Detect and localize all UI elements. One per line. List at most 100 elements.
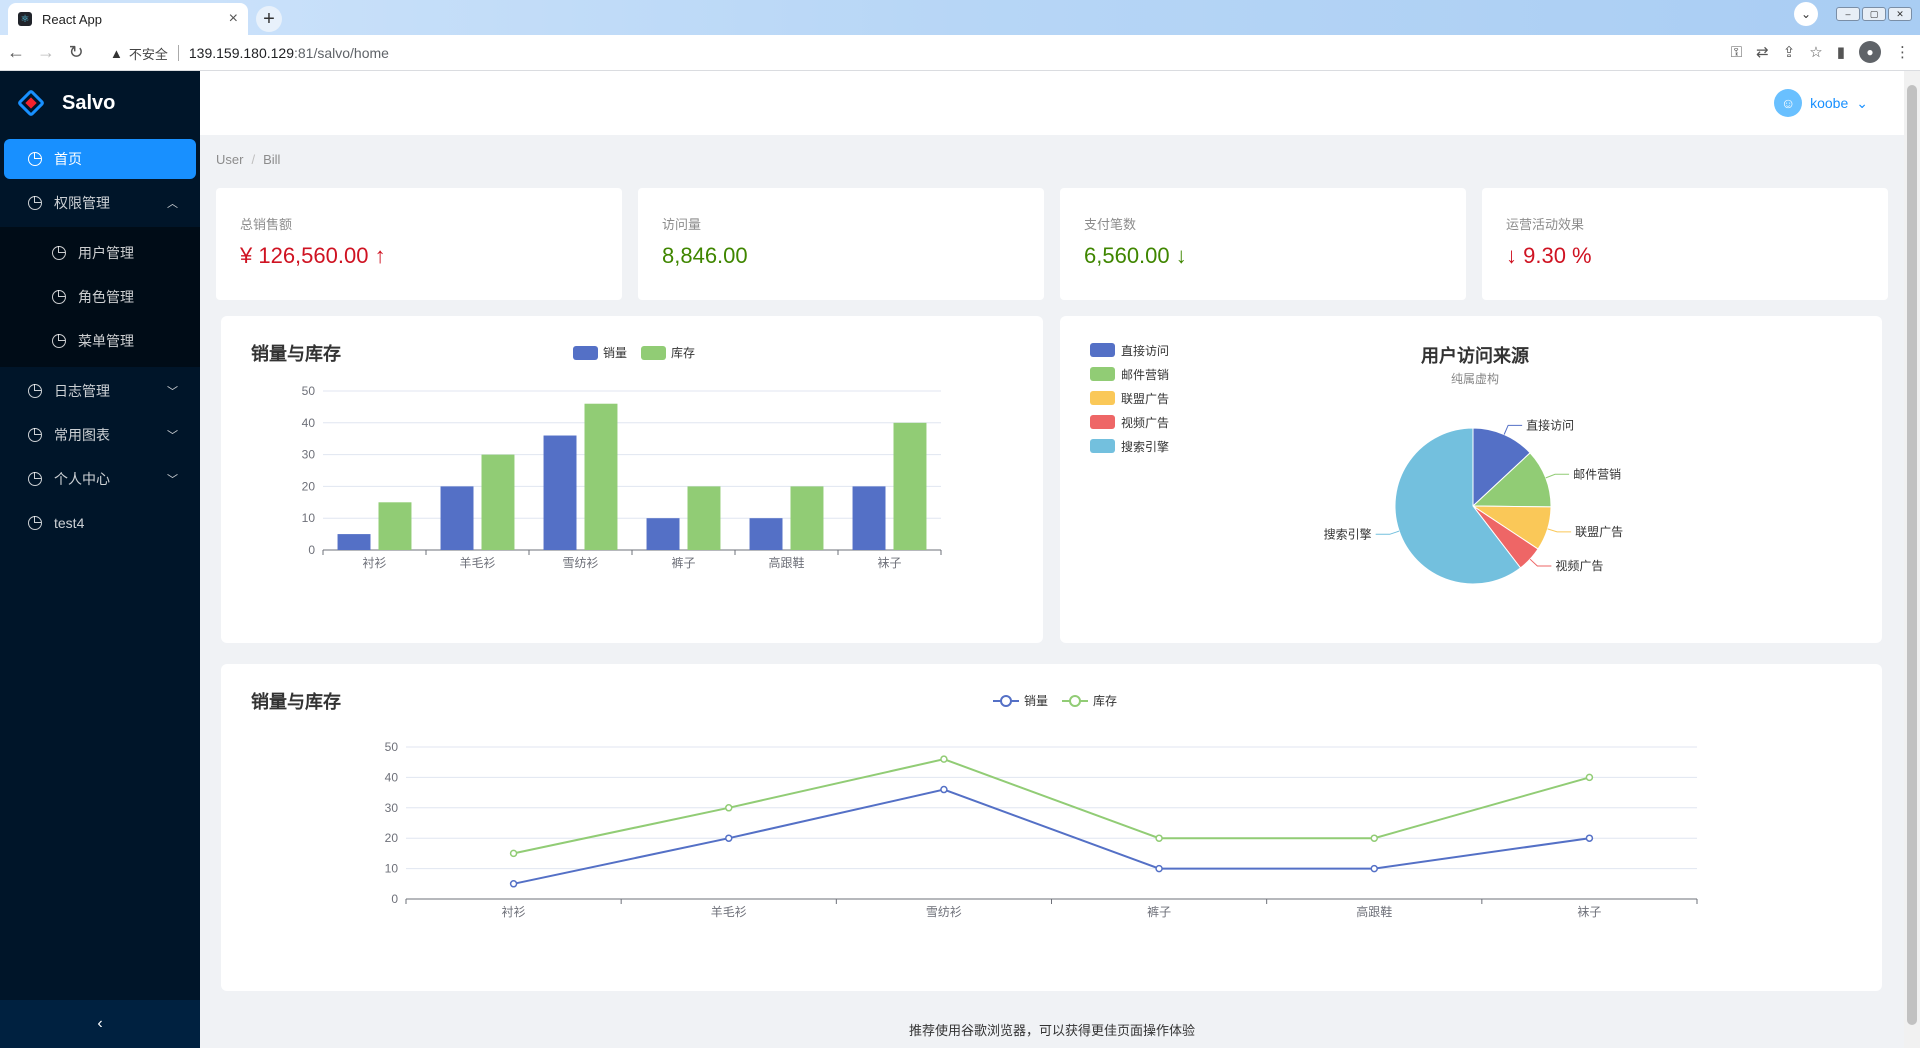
bar — [481, 454, 515, 550]
bar — [378, 502, 412, 550]
minimize-button[interactable]: – — [1836, 7, 1860, 21]
data-point — [1155, 834, 1163, 842]
url-text[interactable]: 139.159.180.129:81/salvo/home — [189, 45, 389, 61]
data-point — [725, 804, 733, 812]
legend-item-stock[interactable]: 库存 — [641, 344, 695, 361]
y-tick-label: 30 — [302, 448, 316, 462]
slice-label: 联盟广告 — [1575, 525, 1623, 539]
tab-search-icon[interactable]: ⌄ — [1794, 2, 1818, 26]
data-point — [725, 834, 733, 842]
sidebar-item-label: 角色管理 — [78, 289, 134, 305]
reload-icon[interactable]: ↻ — [68, 42, 84, 62]
sidebar-item-personal[interactable]: 个人中心 ﹀ — [0, 459, 200, 499]
sidebar-item-menus[interactable]: 菜单管理 — [0, 321, 200, 361]
x-tick-label: 羊毛衫 — [459, 555, 495, 570]
sidebar-item-roles[interactable]: 角色管理 — [0, 277, 200, 317]
pie-chart-icon — [52, 334, 66, 348]
user-menu[interactable]: ☺ koobe ⌄ — [1774, 89, 1868, 117]
data-point — [940, 755, 948, 763]
legend-item-sales[interactable]: 销量 — [993, 692, 1048, 709]
slice-label: 视频广告 — [1555, 558, 1603, 573]
chart-subtitle: 纯属虚构 — [1450, 372, 1499, 386]
bar-chart: 0 10 20 30 40 50 衬衫 羊毛衫 雪纺衫 裤子 高跟鞋 袜子 — [302, 384, 942, 570]
slice-label: 直接访问 — [1526, 417, 1574, 432]
x-tick-label: 袜子 — [1577, 905, 1601, 919]
close-tab-icon[interactable]: × — [228, 10, 238, 27]
more-menu-icon[interactable]: ⋮ — [1895, 44, 1910, 61]
browser-toolbar: ⚿ ⇄ ⇪ ☆ ▮ ● ⋮ — [1731, 41, 1910, 63]
bar — [584, 403, 618, 550]
legend-item-union[interactable]: 联盟广告 — [1090, 386, 1169, 410]
data-point — [1585, 773, 1594, 782]
legend-item-video[interactable]: 视频广告 — [1090, 410, 1169, 434]
legend-item-email[interactable]: 邮件营销 — [1090, 362, 1169, 386]
sidebar-item-charts[interactable]: 常用图表 ﹀ — [0, 415, 200, 455]
breadcrumb-item[interactable]: User — [216, 152, 244, 167]
sidebar-item-test4[interactable]: test4 — [0, 503, 200, 543]
y-tick-label: 0 — [308, 543, 315, 557]
back-icon[interactable]: ← — [7, 42, 25, 62]
sidebar-item-label: 首页 — [54, 151, 82, 167]
scrollbar-thumb[interactable] — [1907, 85, 1917, 1025]
y-tick-label: 20 — [302, 479, 316, 493]
sidebar-item-logs[interactable]: 日志管理 ﹀ — [0, 371, 200, 411]
app-logo[interactable]: Salvo — [0, 71, 200, 135]
warning-icon[interactable]: ▲ — [110, 45, 123, 61]
pie-chart-icon — [28, 196, 42, 210]
y-tick-label: 40 — [302, 416, 316, 430]
sidebar-item-label: 常用图表 — [54, 427, 110, 443]
chevron-left-icon: ‹ — [97, 1015, 103, 1032]
x-tick-label: 羊毛衫 — [711, 904, 747, 919]
bar — [543, 435, 577, 550]
stat-card-visits: 访问量 8,846.00 — [638, 188, 1044, 300]
side-panel-icon[interactable]: ▮ — [1836, 44, 1845, 61]
logo-text: Salvo — [62, 91, 116, 114]
profile-icon[interactable]: ● — [1859, 41, 1881, 63]
legend-item-search[interactable]: 搜索引擎 — [1090, 434, 1169, 458]
data-point — [1155, 864, 1163, 873]
x-tick-label: 高跟鞋 — [768, 555, 804, 570]
share-icon[interactable]: ⇪ — [1782, 44, 1796, 61]
legend-item-stock[interactable]: 库存 — [1062, 692, 1117, 709]
key-icon[interactable]: ⚿ — [1730, 43, 1743, 61]
react-favicon-icon: ⚛ — [18, 12, 32, 26]
chevron-down-icon: ⌄ — [1856, 94, 1868, 111]
pie-chart-icon — [28, 384, 42, 398]
sidebar-item-label: 个人中心 — [54, 471, 110, 487]
sidebar-item-users[interactable]: 用户管理 — [0, 233, 200, 273]
x-tick-label: 雪纺衫 — [562, 556, 598, 570]
maximize-button[interactable]: ▢ — [1862, 7, 1886, 21]
data-point — [1370, 864, 1378, 873]
series-line — [513, 788, 1590, 885]
label-line — [1375, 530, 1400, 535]
security-label[interactable]: 不安全 — [128, 46, 168, 62]
browser-tab-strip: ⚛ React App × + ⌄ – ▢ ✕ — [0, 0, 1920, 35]
sidebar-item-permissions[interactable]: 权限管理 ︿ — [0, 183, 200, 223]
url-path: :81/salvo/home — [294, 45, 389, 61]
data-point — [940, 785, 948, 794]
url-host: 139.159.180.129 — [188, 45, 294, 61]
breadcrumb-item: Bill — [263, 152, 281, 167]
new-tab-button[interactable]: + — [256, 6, 282, 32]
sidebar-item-label: test4 — [54, 515, 85, 531]
legend-item-direct[interactable]: 直接访问 — [1090, 338, 1169, 362]
close-window-button[interactable]: ✕ — [1888, 7, 1912, 21]
bookmark-star-icon[interactable]: ☆ — [1809, 44, 1823, 61]
chevron-down-icon: ﹀ — [167, 474, 178, 486]
translate-icon[interactable]: ⇄ — [1756, 44, 1769, 61]
page-scrollbar[interactable] — [1904, 71, 1920, 1048]
legend-item-sales[interactable]: 销量 — [573, 344, 627, 361]
omnibox[interactable]: ▲ 不安全 139.159.180.129:81/salvo/home — [110, 39, 1670, 67]
label-line — [1545, 473, 1570, 479]
browser-tab[interactable]: ⚛ React App × — [8, 3, 248, 35]
collapse-sidebar-button[interactable]: ‹ — [0, 1000, 200, 1048]
sidebar-item-home[interactable]: 首页 — [4, 139, 196, 179]
x-tick-label: 雪纺衫 — [926, 905, 962, 919]
footer-note: 推荐使用谷歌浏览器，可以获得更佳页面操作体验 — [908, 1023, 1195, 1038]
pie-chart-card: 直接访问 邮件营销 联盟广告 视频广告 搜索引擎 用户访问来源 纯属虚构 直接访… — [1060, 316, 1882, 643]
x-tick-label: 衬衫 — [362, 556, 386, 570]
series-line — [513, 758, 1590, 855]
x-tick-label: 袜子 — [877, 556, 901, 570]
forward-icon[interactable]: → — [37, 42, 55, 62]
